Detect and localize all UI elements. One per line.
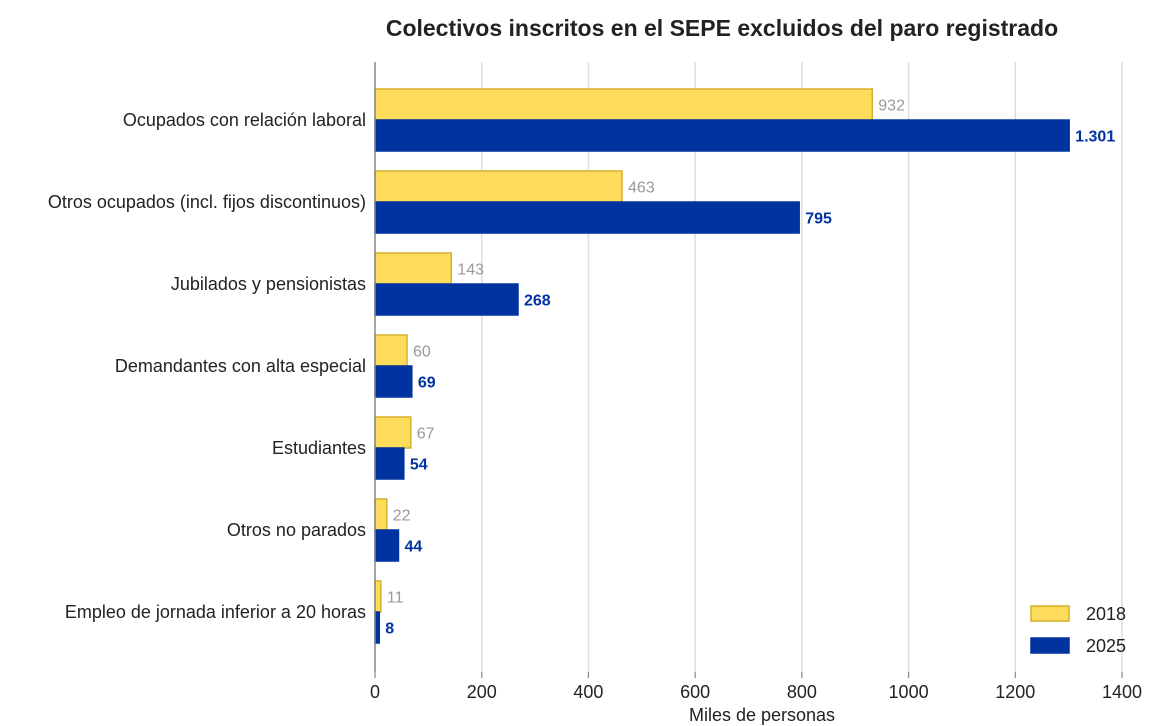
value-label-2018: 11 (387, 590, 404, 607)
x-tick-label: 600 (680, 682, 710, 702)
x-tick-label: 1200 (995, 682, 1035, 702)
legend-label-2018: 2018 (1086, 604, 1126, 624)
category-label: Empleo de jornada inferior a 20 horas (65, 602, 366, 622)
bar-2018 (374, 88, 874, 121)
bar-2018 (374, 416, 412, 449)
bar-2025 (374, 365, 413, 398)
value-label-2018: 143 (457, 262, 484, 279)
value-label-2025: 268 (524, 293, 551, 310)
category-label: Otros no parados (227, 520, 366, 540)
value-label-2018: 60 (413, 344, 431, 361)
x-axis-ticks: 0 200 400 600 800 1000 1200 1400 (370, 672, 1142, 702)
value-label-2018: 463 (628, 180, 655, 197)
x-tick-label: 800 (787, 682, 817, 702)
bar-2018 (374, 498, 388, 531)
legend-swatch-2025 (1030, 637, 1070, 654)
value-label-2025: 8 (385, 621, 394, 638)
x-tick-label: 0 (370, 682, 380, 702)
x-tick-label: 1400 (1102, 682, 1142, 702)
value-label-2025: 54 (410, 457, 428, 474)
value-label-2018: 22 (393, 508, 411, 525)
chart-title: Colectivos inscritos en el SEPE excluido… (386, 15, 1058, 41)
value-label-2018: 67 (417, 426, 435, 443)
legend-label-2025: 2025 (1086, 636, 1126, 656)
bar-2025 (374, 119, 1070, 152)
legend: 2018 2025 (1030, 604, 1126, 656)
value-label-2025: 1.301 (1075, 129, 1115, 146)
bar-2025 (374, 447, 405, 480)
bars (374, 88, 1070, 644)
x-tick-label: 1000 (889, 682, 929, 702)
bar-2025 (374, 283, 519, 316)
category-label: Estudiantes (272, 438, 366, 458)
category-label: Ocupados con relación laboral (123, 110, 366, 130)
value-labels: 932 1.301 463 795 143 268 60 69 67 54 22 44 11 8 (385, 98, 1115, 638)
legend-swatch-2018 (1030, 605, 1070, 622)
bar-2025 (374, 201, 800, 234)
category-label: Otros ocupados (incl. fijos discontinuos… (48, 192, 366, 212)
category-label: Demandantes con alta especial (115, 356, 366, 376)
x-tick-label: 200 (467, 682, 497, 702)
bar-2018 (374, 252, 453, 285)
category-label: Jubilados y pensionistas (171, 274, 366, 294)
x-tick-label: 400 (573, 682, 603, 702)
bar-2018 (374, 170, 623, 203)
bar-2025 (374, 529, 400, 562)
value-label-2025: 69 (418, 375, 436, 392)
grid-lines (480, 62, 1123, 672)
category-labels: Ocupados con relación laboral Otros ocupa… (48, 110, 366, 622)
value-label-2025: 795 (805, 211, 832, 228)
value-label-2025: 44 (404, 539, 422, 556)
value-label-2018: 932 (878, 98, 905, 115)
bar-2018 (374, 334, 408, 367)
x-axis-title: Miles de personas (689, 705, 835, 725)
bar-2018 (374, 580, 382, 613)
